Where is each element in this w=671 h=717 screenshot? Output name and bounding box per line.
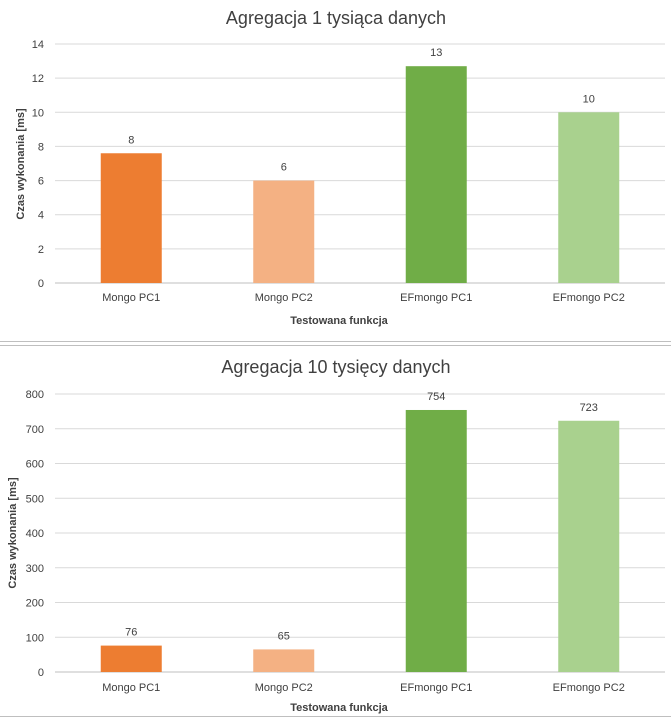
data-label: 13 (430, 47, 442, 59)
bar (253, 649, 315, 672)
y-axis-title: Czas wykonania [ms] (7, 477, 19, 589)
bar-chart-10k: Agregacja 10 tysięcy danych 0 100 200 300 40… (7, 357, 665, 714)
data-label: 6 (281, 162, 287, 174)
y-tick-label: 100 (26, 632, 44, 644)
y-tick-label: 300 (26, 563, 44, 575)
data-label: 723 (580, 402, 598, 414)
category-label: EFmongo PC2 (553, 292, 625, 304)
y-tick-label: 400 (26, 528, 44, 540)
y-tick-label: 6 (38, 176, 44, 188)
category-label: Mongo PC1 (102, 682, 160, 694)
data-labels: 76 65 754 723 (125, 391, 598, 642)
category-label: Mongo PC2 (255, 682, 313, 694)
category-label: Mongo PC2 (255, 292, 313, 304)
category-label: Mongo PC1 (102, 292, 160, 304)
data-label: 10 (583, 93, 595, 105)
data-label: 754 (427, 391, 445, 403)
data-label: 65 (278, 630, 290, 642)
bars (100, 66, 620, 284)
y-tick-label: 0 (38, 278, 44, 290)
y-tick-label: 4 (38, 210, 44, 222)
category-label: EFmongo PC1 (400, 682, 472, 694)
chart-panel-1k: Agregacja 1 tysiąca danych 0 2 4 6 8 10 12 14 8… (0, 0, 671, 342)
category-labels: Mongo PC1 Mongo PC2 EFmongo PC1 EFmongo PC2 (102, 292, 625, 304)
category-label: EFmongo PC1 (400, 292, 472, 304)
bars (100, 409, 620, 672)
bar (558, 420, 620, 672)
x-axis-title: Testowana funkcja (290, 315, 388, 327)
data-labels: 8 6 13 10 (128, 47, 595, 173)
data-label: 76 (125, 627, 137, 639)
y-tick-label: 600 (26, 459, 44, 471)
y-tick-labels: 0 2 4 6 8 10 12 14 (32, 39, 44, 290)
chart-title: Agregacja 10 tysięcy danych (221, 357, 450, 377)
chart-title: Agregacja 1 tysiąca danych (226, 8, 446, 28)
y-tick-label: 10 (32, 107, 44, 119)
bar (253, 180, 315, 283)
bar (100, 645, 162, 672)
data-label: 8 (128, 134, 134, 146)
y-tick-label: 8 (38, 141, 44, 153)
y-tick-labels: 0 100 200 300 400 500 600 700 800 (26, 389, 44, 679)
bar (100, 153, 162, 283)
bar (405, 409, 467, 672)
y-tick-label: 0 (38, 667, 44, 679)
y-tick-label: 12 (32, 73, 44, 85)
bar (405, 66, 467, 283)
y-tick-label: 700 (26, 424, 44, 436)
bar-chart-1k: Agregacja 1 tysiąca danych 0 2 4 6 8 10 12 14 8… (15, 8, 665, 327)
y-tick-label: 500 (26, 493, 44, 505)
x-axis-title: Testowana funkcja (290, 702, 388, 714)
y-tick-label: 200 (26, 598, 44, 610)
y-tick-label: 2 (38, 244, 44, 256)
category-labels: Mongo PC1 Mongo PC2 EFmongo PC1 EFmongo PC2 (102, 682, 625, 694)
y-axis-title: Czas wykonania [ms] (15, 108, 27, 220)
y-tick-label: 14 (32, 39, 44, 51)
category-label: EFmongo PC2 (553, 682, 625, 694)
y-tick-label: 800 (26, 389, 44, 401)
chart-panel-10k: Agregacja 10 tysięcy danych 0 100 200 300 40… (0, 345, 671, 717)
bar (558, 112, 620, 284)
